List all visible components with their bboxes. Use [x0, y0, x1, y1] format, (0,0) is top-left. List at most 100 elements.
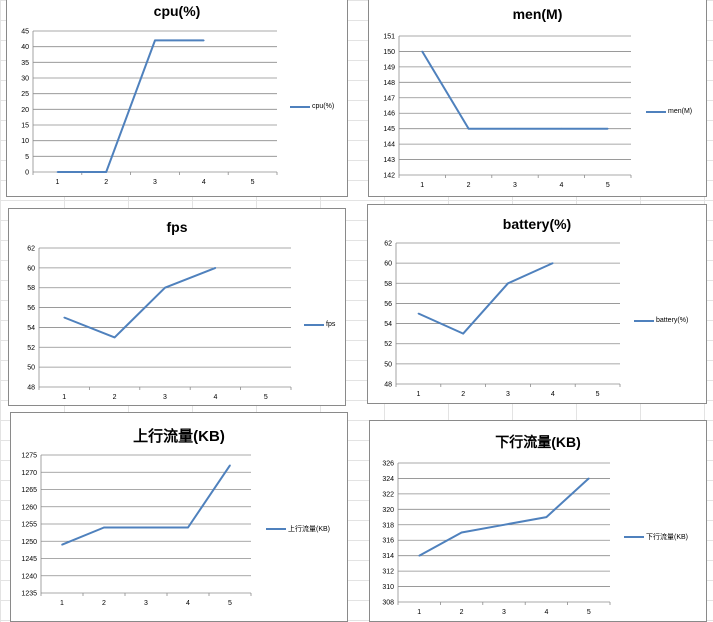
- series-line: [63, 266, 216, 339]
- x-tick-label: 4: [544, 609, 548, 616]
- chart-panel-cpu[interactable]: cpu(%) 0 5 10 15 20 25 30 35 40 45 1 2 3 4 5 cpu(%): [6, 0, 348, 197]
- x-tick-label: 1: [416, 391, 420, 398]
- series-line: [417, 262, 554, 335]
- x-tick-label: 3: [163, 394, 167, 401]
- data-point: [607, 127, 609, 130]
- chart-legend: 下行流量(KB): [624, 532, 688, 542]
- data-point: [187, 526, 189, 529]
- y-tick-label: 1245: [21, 556, 37, 563]
- data-point: [421, 50, 423, 53]
- chart-legend: 上行流量(KB): [266, 524, 330, 534]
- y-tick-label: 308: [382, 600, 394, 607]
- data-point: [229, 464, 231, 467]
- data-point: [63, 316, 65, 319]
- x-tick-label: 1: [420, 182, 424, 189]
- data-point: [560, 127, 563, 130]
- y-tick-label: 52: [384, 341, 392, 348]
- data-point: [467, 127, 470, 130]
- data-point: [113, 336, 116, 339]
- legend-label: 上行流量(KB): [288, 526, 330, 533]
- data-point: [61, 543, 63, 546]
- data-point: [145, 526, 147, 529]
- legend-line-swatch: [290, 105, 310, 108]
- y-tick-label: 147: [383, 95, 395, 102]
- series-line: [418, 477, 590, 557]
- y-tick-label: 1240: [21, 573, 37, 580]
- x-tick-label: 1: [417, 609, 421, 616]
- data-point: [503, 523, 505, 526]
- y-tick-label: 144: [383, 142, 395, 149]
- chart-title: cpu(%): [153, 3, 201, 19]
- chart-legend: men(M): [646, 108, 692, 115]
- data-point: [105, 171, 107, 173]
- y-tick-label: 150: [383, 49, 395, 56]
- y-tick-label: 48: [384, 382, 392, 389]
- y-tick-label: 1235: [21, 591, 37, 598]
- legend-line-swatch: [646, 110, 666, 113]
- series-line: [57, 39, 204, 173]
- y-tick-label: 148: [383, 80, 395, 87]
- data-point: [103, 526, 105, 529]
- x-tick-label: 4: [559, 182, 563, 189]
- data-point: [462, 332, 464, 335]
- y-tick-label: 320: [382, 507, 394, 514]
- y-tick-label: 5: [25, 154, 29, 161]
- chart-panel-battery[interactable]: battery(%) 48 50 52 54 56 58 60 62 1 2 3 4 5 battery…: [367, 204, 707, 404]
- x-tick-label: 3: [144, 600, 148, 607]
- data-point: [514, 127, 516, 130]
- y-tick-label: 56: [27, 305, 35, 312]
- chart-title: battery(%): [502, 216, 572, 232]
- y-tick-label: 312: [382, 569, 394, 576]
- data-point: [507, 282, 509, 285]
- data-point: [545, 516, 548, 518]
- x-tick-label: 3: [513, 182, 517, 189]
- y-tick-label: 310: [382, 584, 394, 591]
- x-tick-label: 4: [213, 394, 217, 401]
- data-point: [56, 171, 59, 173]
- y-tick-label: 30: [21, 76, 29, 83]
- y-tick-label: 60: [384, 261, 392, 268]
- x-tick-label: 2: [461, 391, 465, 398]
- y-tick-label: 62: [27, 246, 35, 253]
- x-tick-label: 4: [186, 600, 190, 607]
- y-tick-label: 149: [383, 64, 395, 71]
- chart-panel-memory[interactable]: men(M) 142 143 144 145 146 147 148 149 150 151 1 2 3…: [368, 0, 707, 197]
- y-tick-label: 318: [382, 522, 394, 529]
- y-tick-label: 60: [27, 265, 35, 272]
- x-tick-label: 5: [587, 609, 591, 616]
- y-tick-label: 58: [384, 281, 392, 288]
- legend-line-swatch: [624, 536, 644, 538]
- chart-title: 下行流量(KB): [495, 434, 581, 450]
- legend-line-swatch: [634, 319, 654, 322]
- y-tick-label: 10: [21, 138, 29, 145]
- y-tick-label: 143: [383, 157, 395, 164]
- y-tick-label: 62: [384, 241, 392, 248]
- y-tick-label: 56: [384, 301, 392, 308]
- chart-plot: 1235 1240 1245 1250 1255 1260 1265 1270 1275 1 2 3 4…: [21, 453, 252, 607]
- data-point: [203, 39, 205, 42]
- chart-plot: 142 143 144 145 146 147 148 149 150 151 1 2 3 4 5: [383, 34, 632, 189]
- chart-legend: cpu(%): [290, 103, 334, 110]
- chart-panel-fps[interactable]: fps 48 50 52 54 56 58 60 62 1 2 3 4 5 fps: [8, 208, 346, 406]
- data-point: [154, 39, 156, 42]
- x-tick-label: 1: [60, 600, 64, 607]
- y-tick-label: 145: [383, 126, 395, 133]
- y-tick-label: 326: [382, 461, 394, 468]
- y-tick-label: 314: [382, 553, 394, 560]
- chart-panel-upload-traffic[interactable]: 上行流量(KB) 1235 1240 1245 1250 1255 1260 1265 127…: [10, 412, 348, 622]
- x-tick-label: 3: [502, 609, 506, 616]
- x-tick-label: 5: [596, 391, 600, 398]
- chart-panel-download-traffic[interactable]: 下行流量(KB) 308 310 312 314 316 318 320 322 324 326 1…: [369, 420, 707, 622]
- y-tick-label: 146: [383, 111, 395, 118]
- data-point: [460, 531, 463, 534]
- y-tick-label: 40: [21, 44, 29, 51]
- x-tick-label: 5: [606, 182, 610, 189]
- y-tick-label: 142: [383, 173, 395, 180]
- y-tick-label: 322: [382, 491, 394, 498]
- y-tick-label: 1260: [21, 504, 37, 511]
- legend-label: 下行流量(KB): [646, 534, 688, 541]
- x-tick-label: 1: [62, 394, 66, 401]
- y-tick-label: 316: [382, 538, 394, 545]
- series-line: [421, 50, 608, 130]
